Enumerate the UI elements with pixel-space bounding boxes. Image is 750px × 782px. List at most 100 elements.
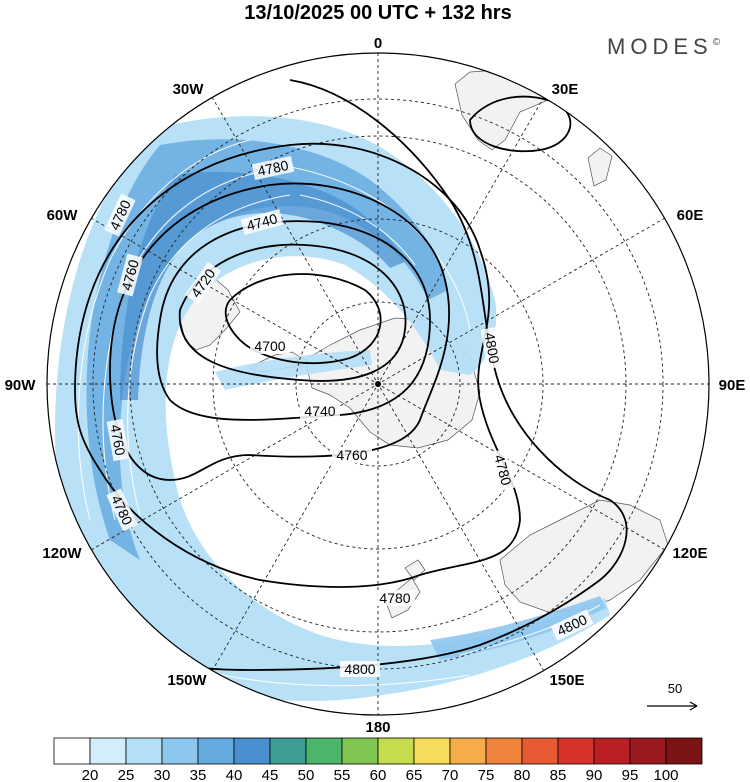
wind-band-outer <box>55 116 610 701</box>
colorbar-swatch <box>125 737 163 765</box>
lon-label-0: 0 <box>374 35 382 52</box>
colorbar-tick-label: 55 <box>334 767 351 782</box>
svg-text:4700: 4700 <box>254 338 285 354</box>
colorbar-tick-label: 50 <box>298 767 315 782</box>
wind-shading <box>55 116 610 701</box>
chart-title: 13/10/2025 00 UTC + 132 hrs <box>244 2 511 24</box>
brand-name: MODES <box>607 34 713 59</box>
colorbar-swatch <box>377 737 415 765</box>
lon-label-150e: 150E <box>549 672 584 689</box>
land-new-zealand-north <box>404 559 426 581</box>
brand-copyright: © <box>713 37 725 48</box>
svg-text:4760: 4760 <box>107 423 128 457</box>
colorbar <box>53 737 703 765</box>
contour-label: 4780 <box>251 156 295 180</box>
colorbar-tick-label: 85 <box>550 767 567 782</box>
colorbar-swatch <box>269 737 307 765</box>
colorbar-tick-label: 90 <box>586 767 603 782</box>
svg-text:4800: 4800 <box>481 331 502 365</box>
svg-text:4780: 4780 <box>256 157 290 179</box>
colorbar-tick-label: 70 <box>442 767 459 782</box>
lon-label-30w: 30W <box>173 81 205 98</box>
latitude-circle <box>92 98 664 670</box>
contour-4720 <box>178 243 407 382</box>
colorbar-tick-label: 35 <box>190 767 207 782</box>
lon-label-90e: 90E <box>719 377 746 394</box>
colorbar-swatch <box>413 737 451 765</box>
colorbar-swatch <box>89 737 127 765</box>
colorbar-swatch <box>233 737 271 765</box>
contour-label: 4760 <box>106 418 130 462</box>
contour-label: 4780 <box>375 590 415 606</box>
colorbar-swatch <box>449 737 487 765</box>
wind-band-australia <box>430 596 606 660</box>
latitude-circle <box>212 218 544 550</box>
lon-label-60w: 60W <box>47 207 79 224</box>
colorbar-tick-label: 100 <box>653 767 678 782</box>
contour-4700 <box>224 273 382 365</box>
wind-streamline <box>77 139 251 521</box>
colorbar-tick-label: 45 <box>262 767 279 782</box>
svg-text:4760: 4760 <box>336 447 367 463</box>
contour-label: 4740 <box>240 209 284 235</box>
wind-band-peninsula <box>215 350 372 390</box>
lon-label-90w: 90W <box>5 377 37 394</box>
colorbar-swatch <box>521 737 559 765</box>
colorbar-tick-label: 75 <box>478 767 495 782</box>
colorbar-ticks: 20 25 30 35 40 45 50 55 60 65 70 75 80 85 90 95 100 <box>82 767 679 782</box>
colorbar-tick-label: 20 <box>82 767 99 782</box>
map-border <box>46 52 710 716</box>
contour-4760 <box>109 182 450 481</box>
svg-text:4780: 4780 <box>379 590 410 606</box>
wind-streamline <box>199 669 471 687</box>
wind-band-inner <box>120 171 405 400</box>
colorbar-tick-label: 25 <box>118 767 135 782</box>
colorbar-swatch <box>341 737 379 765</box>
land-madagascar <box>587 147 613 187</box>
colorbar-tick-label: 60 <box>370 767 387 782</box>
lon-label-30e: 30E <box>552 81 579 98</box>
contour-4800 <box>149 79 628 671</box>
contour-labels: 4700 4720 4740 4740 4760 4760 4760 4780 … <box>104 156 594 677</box>
south-pole-marker <box>375 381 381 387</box>
wind-streamline <box>299 194 416 266</box>
colorbar-tick-label: 65 <box>406 767 423 782</box>
colorbar-tick-label: 95 <box>622 767 639 782</box>
svg-text:4780: 4780 <box>491 453 515 487</box>
wind-streamline <box>127 194 291 516</box>
reference-vector-label: 50 <box>668 681 682 696</box>
contour-label: 4740 <box>300 403 340 419</box>
contour-label: 4760 <box>117 253 143 297</box>
colorbar-swatch <box>665 737 703 765</box>
svg-text:4740: 4740 <box>304 403 335 419</box>
colorbar-swatch <box>161 737 199 765</box>
contour-label: 4760 <box>332 447 372 463</box>
contour-4800-east <box>469 95 572 153</box>
contour-label: 4780 <box>490 448 516 492</box>
reference-vector: 50 <box>647 681 698 711</box>
svg-text:4800: 4800 <box>344 661 375 677</box>
colorbar-swatch <box>197 737 235 765</box>
map-disk: 4700 4720 4740 4740 4760 4760 4760 4780 … <box>47 53 709 715</box>
colorbar-swatch <box>593 737 631 765</box>
colorbar-swatch <box>629 737 667 765</box>
reference-vector-arrowhead <box>689 701 698 711</box>
colorbar-tick-label: 40 <box>226 767 243 782</box>
colorbar-tick-label: 30 <box>154 767 171 782</box>
colorbar-swatch <box>305 737 343 765</box>
lon-label-180: 180 <box>365 719 390 736</box>
brand-logo: MODES© <box>607 34 725 59</box>
colorbar-swatch <box>557 737 595 765</box>
contour-label: 4800 <box>480 326 504 370</box>
lon-label-120e: 120E <box>672 545 707 562</box>
svg-text:4760: 4760 <box>118 258 142 292</box>
contour-label: 4700 <box>250 338 290 354</box>
contour-label: 4800 <box>340 661 380 677</box>
colorbar-swatch <box>485 737 523 765</box>
lon-label-150w: 150W <box>167 672 207 689</box>
lon-label-120w: 120W <box>42 545 82 562</box>
longitude-labels: 0 30E 60E 90E 120E 150E 180 150W 120W 90… <box>5 35 746 736</box>
lon-label-60e: 60E <box>677 207 704 224</box>
colorbar-tick-label: 80 <box>514 767 531 782</box>
